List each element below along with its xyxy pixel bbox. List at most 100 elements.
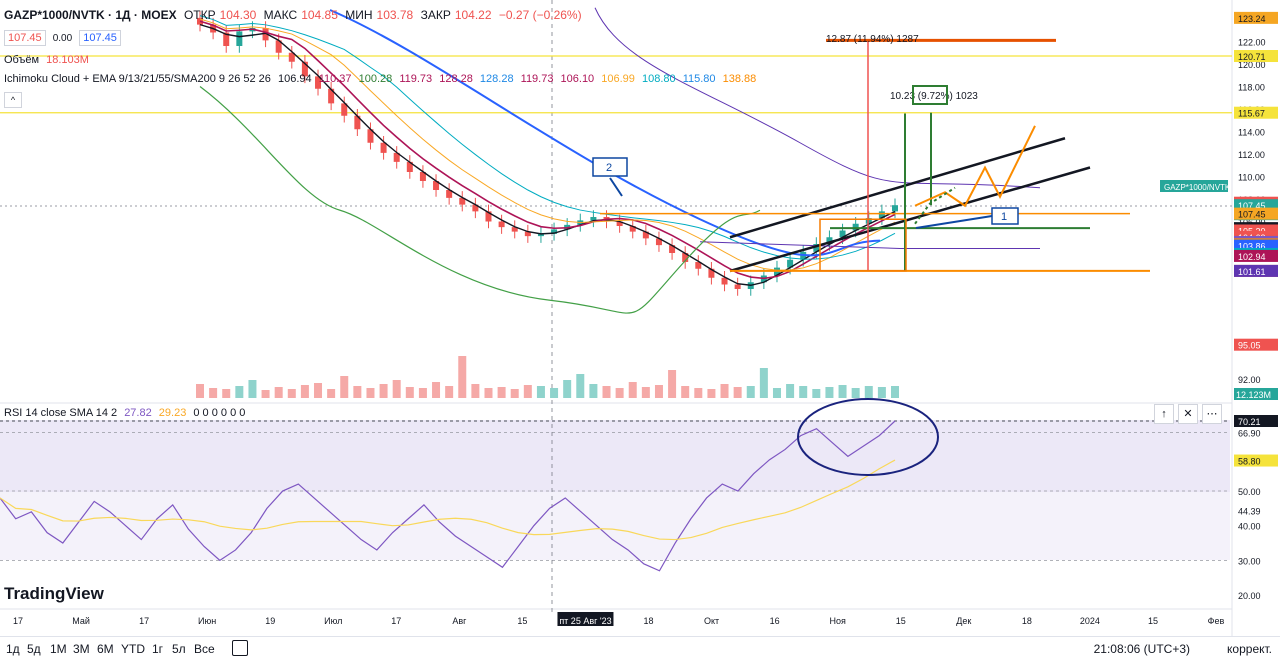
- volume-badge-label: 12.123M: [1236, 390, 1271, 400]
- annotation-1-arrow: [915, 215, 993, 229]
- candle-body: [616, 221, 623, 226]
- close-pane-icon[interactable]: ✕: [1178, 404, 1198, 424]
- buy-price-button[interactable]: 107.45: [79, 30, 121, 46]
- ohlc-high-label: МАКС: [263, 8, 298, 22]
- spread-value: 0.00: [52, 33, 73, 44]
- more-options-icon[interactable]: ⋯: [1202, 404, 1222, 424]
- rsi-legend: RSI 14 close SMA 14 2 27.82 29.23 0 0 0 …: [4, 407, 249, 419]
- candle-body: [787, 259, 794, 268]
- candle-body: [459, 197, 466, 205]
- volume-bar: [366, 388, 375, 398]
- range-6m-button[interactable]: 6М: [97, 642, 114, 656]
- ohlc-low-value: 103.78: [376, 8, 414, 22]
- volume-badge: [1234, 388, 1278, 400]
- bid-ask-row: 107.45 0.00 107.45: [4, 30, 125, 46]
- ichimoku-legend: Ichimoku Cloud + EMA 9/13/21/55/SMA200 9…: [4, 73, 760, 85]
- range-5y-button[interactable]: 5л: [172, 642, 186, 656]
- volume-bar: [510, 389, 519, 398]
- move-up-icon[interactable]: ↑: [1154, 404, 1174, 424]
- ohlc-close-label: ЗАКР: [420, 8, 451, 22]
- rsi-line: [0, 420, 896, 572]
- sma200-line: [329, 9, 881, 257]
- volume-bar: [707, 389, 716, 398]
- collapse-legend-button[interactable]: ^: [4, 92, 22, 108]
- volume-bar: [877, 387, 886, 398]
- pane-toolbar: ↑ ✕ ⋯: [1154, 404, 1222, 424]
- volume-bar: [340, 376, 349, 398]
- measure-mid-box: [912, 85, 948, 105]
- candle-body: [341, 103, 348, 116]
- candle-body: [642, 231, 649, 239]
- volume-bar: [458, 356, 467, 398]
- candle-body: [590, 217, 597, 221]
- ema21-line: [199, 18, 896, 271]
- range-5d-button[interactable]: 5д: [27, 642, 41, 656]
- candle-body: [262, 28, 269, 41]
- sell-price-button[interactable]: 107.45: [4, 30, 46, 46]
- ohlc-low-label: МИН: [345, 8, 373, 22]
- chart-legend: GAZP*1000/NVTK · 1Д · MOEX ОТКР 104.30 МА…: [4, 8, 586, 22]
- ichimoku-v5: 128.28: [479, 73, 514, 85]
- rsi-tick-label: 66.90: [1238, 428, 1261, 438]
- candle-body: [315, 76, 322, 89]
- rsi-value: 27.82: [124, 407, 152, 419]
- adjustment-toggle[interactable]: коррект.: [1227, 642, 1272, 656]
- range-3m-button[interactable]: 3М: [73, 642, 90, 656]
- volume-bar: [864, 386, 873, 398]
- volume-bar: [274, 387, 283, 398]
- rsi-tick-label: 20.00: [1238, 591, 1261, 601]
- ohlc-open-label: ОТКР: [183, 8, 216, 22]
- ohlc-high-value: 104.85: [301, 8, 338, 22]
- time-tick-label: 15: [896, 616, 906, 626]
- symbol-title[interactable]: GAZP*1000/NVTK · 1Д · MOEX: [4, 8, 177, 22]
- time-tick-label: 17: [391, 616, 401, 626]
- rsi-tick-label: 40.00: [1238, 522, 1261, 532]
- volume-bar: [445, 386, 454, 398]
- volume-bar: [471, 384, 480, 398]
- candle-body: [446, 190, 453, 198]
- bottom-toolbar: 1д 5д 1М 3М 6М YTD 1г 5л Все 21:08:06 (U…: [0, 636, 1280, 661]
- volume-bar: [654, 385, 663, 398]
- ichimoku-v4: 128.28: [439, 73, 473, 85]
- volume-label: Объём: [4, 54, 40, 66]
- price-badge-label: 101.61: [1238, 267, 1266, 277]
- time-tick-label: Май: [72, 616, 90, 626]
- volume-value: 18.103M: [46, 54, 89, 66]
- calendar-icon[interactable]: [232, 640, 248, 656]
- candle-body: [393, 152, 400, 162]
- price-badge: [1234, 338, 1278, 351]
- price-tick-label: 118.00: [1238, 83, 1265, 93]
- candle-body: [354, 115, 361, 130]
- ichimoku-v6: 119.73: [520, 73, 554, 85]
- price-badge-label: 123.24: [1238, 14, 1266, 24]
- ohlc-change-value: −0.27 (−0.26%): [498, 8, 582, 22]
- range-1m-button[interactable]: 1М: [50, 642, 67, 656]
- range-1d-button[interactable]: 1д: [6, 642, 20, 656]
- time-tick-label: Окт: [704, 616, 719, 626]
- time-tick-label: пт 25 Авг '23: [559, 616, 611, 626]
- rsi-badge: [1234, 415, 1278, 427]
- range-1y-button[interactable]: 1г: [152, 642, 164, 656]
- candle-body: [524, 231, 531, 237]
- volume-bar: [536, 386, 545, 398]
- volume-bar: [432, 382, 441, 398]
- candle-body: [655, 238, 662, 246]
- candle-body: [485, 211, 492, 222]
- price-badge: [1234, 264, 1278, 277]
- price-badge: [1234, 106, 1278, 119]
- volume-bar: [261, 390, 270, 398]
- range-ytd-button[interactable]: YTD: [121, 642, 145, 656]
- ichimoku-v8: 106.99: [601, 73, 635, 85]
- volume-bar: [759, 368, 768, 398]
- ichimoku-v2: 100.28: [358, 73, 393, 85]
- volume-bar: [602, 386, 611, 398]
- candle-body: [682, 253, 689, 262]
- range-box: [819, 218, 907, 272]
- candle-body: [419, 172, 426, 181]
- price-axis-bg: [1232, 0, 1280, 636]
- range-all-button[interactable]: Все: [194, 642, 215, 656]
- candle-body: [498, 221, 505, 228]
- candle-body: [380, 142, 387, 153]
- volume-bar: [772, 388, 781, 398]
